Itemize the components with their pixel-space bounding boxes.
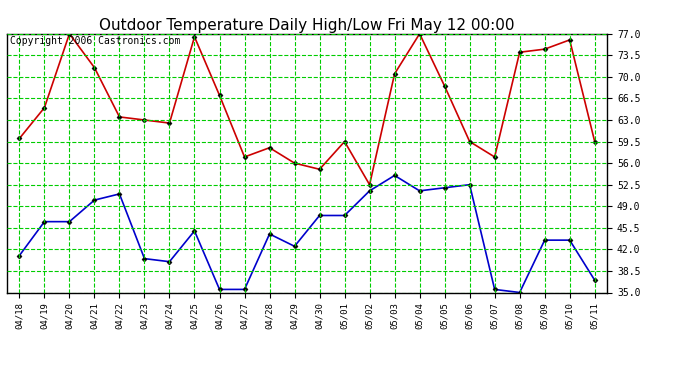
Text: Copyright 2006 Castronics.com: Copyright 2006 Castronics.com	[10, 36, 180, 46]
Title: Outdoor Temperature Daily High/Low Fri May 12 00:00: Outdoor Temperature Daily High/Low Fri M…	[99, 18, 515, 33]
